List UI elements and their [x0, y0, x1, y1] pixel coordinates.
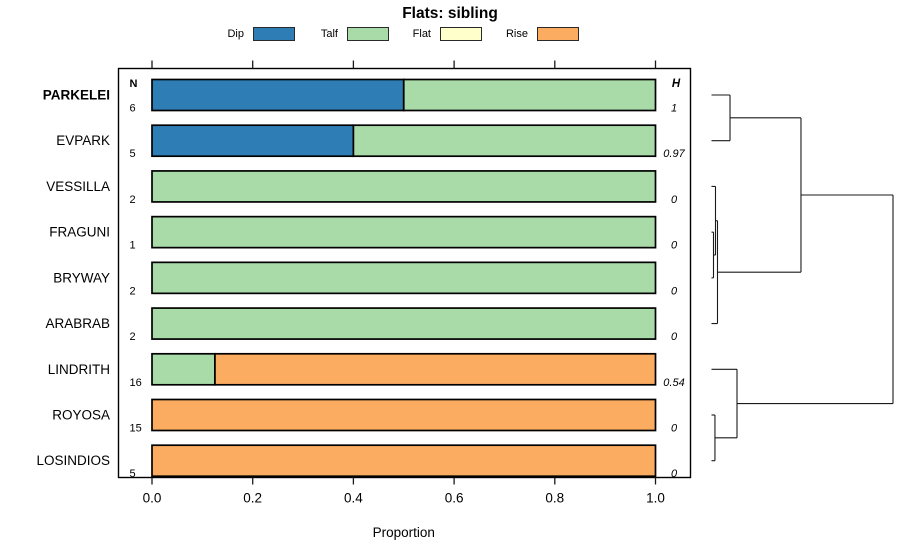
legend-label-talf: Talf	[320, 28, 338, 40]
row-label: VESSILLA	[46, 179, 110, 194]
h-value: 1	[671, 103, 677, 115]
bar-segment-talf	[151, 307, 657, 340]
h-value: 0	[671, 422, 678, 434]
legend-swatch-rise	[537, 27, 579, 41]
bar-segment-talf	[402, 78, 657, 112]
legend-label-dip: Dip	[227, 28, 244, 40]
row-label: PARKELEI	[43, 88, 110, 103]
row-label: FRAGUNI	[49, 225, 110, 240]
row-label: BRYWAY	[53, 270, 110, 285]
legend-swatch-dip	[253, 27, 295, 41]
n-value: 5	[130, 468, 136, 480]
n-value: 1	[130, 240, 136, 252]
bar-segment-dip	[151, 124, 355, 158]
legend-label-rise: Rise	[505, 28, 528, 40]
bar-segment-talf	[352, 124, 657, 158]
h-value: 0	[671, 194, 678, 206]
row-label: ROYOSA	[52, 407, 110, 422]
chart-title: Flats: sibling	[402, 5, 498, 22]
x-tick-label: 0.4	[344, 491, 363, 506]
plot-box	[117, 67, 692, 479]
n-value: 2	[130, 194, 136, 206]
n-value: 16	[130, 377, 142, 389]
h-value: 0	[671, 331, 678, 343]
bar-segment-rise	[151, 398, 657, 432]
bar-segment-talf	[151, 352, 216, 386]
x-tick-label: 0.6	[445, 491, 464, 506]
h-value: 0	[671, 468, 678, 480]
bar-segment-talf	[151, 261, 657, 295]
bar-segment-talf	[151, 215, 657, 249]
legend-label-flat: Flat	[412, 28, 431, 40]
h-value: 0	[671, 240, 678, 252]
bar-segment-talf	[151, 170, 657, 203]
h-value: 0	[671, 285, 678, 297]
h-value: 0.54	[663, 377, 684, 389]
legend-swatch-flat	[440, 27, 482, 41]
row-label: LOSINDIOS	[36, 453, 110, 468]
n-value: 2	[130, 331, 136, 343]
x-tick-label: 0.8	[545, 491, 564, 506]
row-label: ARABRAB	[45, 316, 110, 331]
x-tick-label: 0.0	[143, 491, 162, 506]
x-tick-label: 1.0	[646, 491, 665, 506]
bar-segment-rise	[151, 444, 657, 478]
x-axis-label: Proportion	[373, 525, 435, 540]
h-column-header: H	[672, 78, 681, 90]
bar-segment-dip	[151, 78, 405, 112]
h-value: 0.97	[663, 148, 685, 160]
legend-swatch-talf	[347, 27, 389, 41]
n-value: 5	[130, 148, 136, 160]
row-label: LINDRITH	[48, 362, 110, 377]
row-label: EVPARK	[56, 133, 110, 148]
x-tick-label: 0.2	[243, 491, 262, 506]
n-column-header: N	[130, 78, 138, 90]
n-value: 6	[130, 103, 136, 115]
n-value: 15	[130, 422, 142, 434]
n-value: 2	[130, 285, 136, 297]
legend: Dip Talf Flat Rise	[0, 0, 900, 48]
bar-segment-rise	[214, 352, 657, 386]
